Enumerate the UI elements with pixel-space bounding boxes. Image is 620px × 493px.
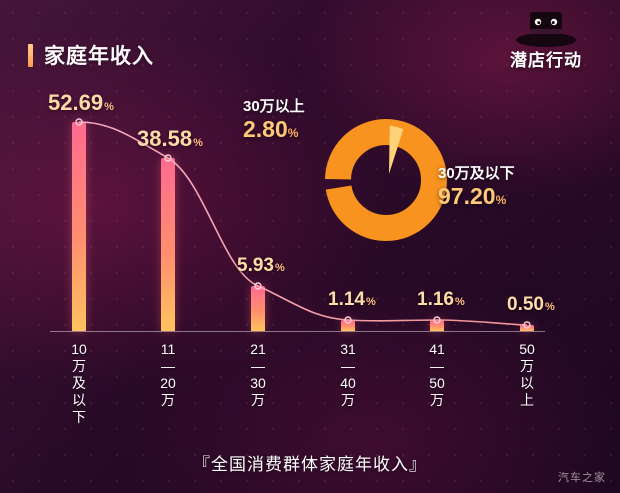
bar-value-3: 5.93% xyxy=(237,255,285,276)
top-hat-icon xyxy=(516,12,576,47)
bar-5 xyxy=(430,320,444,331)
x-tick-label-5: 41 — 50 万 xyxy=(429,341,445,408)
watermark: 汽车之家 xyxy=(558,472,606,484)
x-axis-line xyxy=(50,331,545,332)
donut-label-major: 30万及以下 97.20% xyxy=(438,165,515,209)
bar-value-1: 52.69% xyxy=(48,90,114,115)
donut-slice-minor xyxy=(389,125,404,174)
x-tick-label-4: 31 — 40 万 xyxy=(340,341,356,408)
logo-text: 潜店行动 xyxy=(510,51,582,70)
donut-value-major: 97.20% xyxy=(438,183,507,209)
bar-1 xyxy=(72,122,86,331)
bar-2 xyxy=(161,158,175,331)
bar-value-6: 0.50% xyxy=(507,294,555,315)
donut-chart xyxy=(325,119,447,241)
x-tick-label-2: 11 — 20 万 xyxy=(160,341,176,408)
bar-6 xyxy=(520,325,534,331)
page-title: 家庭年收入 xyxy=(28,40,154,70)
donut-value-minor: 2.80% xyxy=(243,116,299,142)
brand-logo: 潜店行动 xyxy=(490,6,602,84)
title-accent-bar xyxy=(28,43,33,67)
bar-4 xyxy=(341,320,355,331)
x-tick-label-1: 10 万 及 以 下 xyxy=(71,341,87,425)
bar-value-2: 38.58% xyxy=(137,126,203,151)
donut-label-minor: 30万以上 2.80% xyxy=(243,98,305,142)
bar-value-4: 1.14% xyxy=(328,289,376,310)
bar-value-5: 1.16% xyxy=(417,289,465,310)
bar-3 xyxy=(251,286,265,331)
x-tick-label-6: 50 万 以 上 xyxy=(519,341,535,408)
x-tick-label-3: 21 — 30 万 xyxy=(250,341,266,408)
title-text: 家庭年收入 xyxy=(44,45,154,68)
footer-caption: 『全国消费群体家庭年收入』 xyxy=(193,455,427,474)
